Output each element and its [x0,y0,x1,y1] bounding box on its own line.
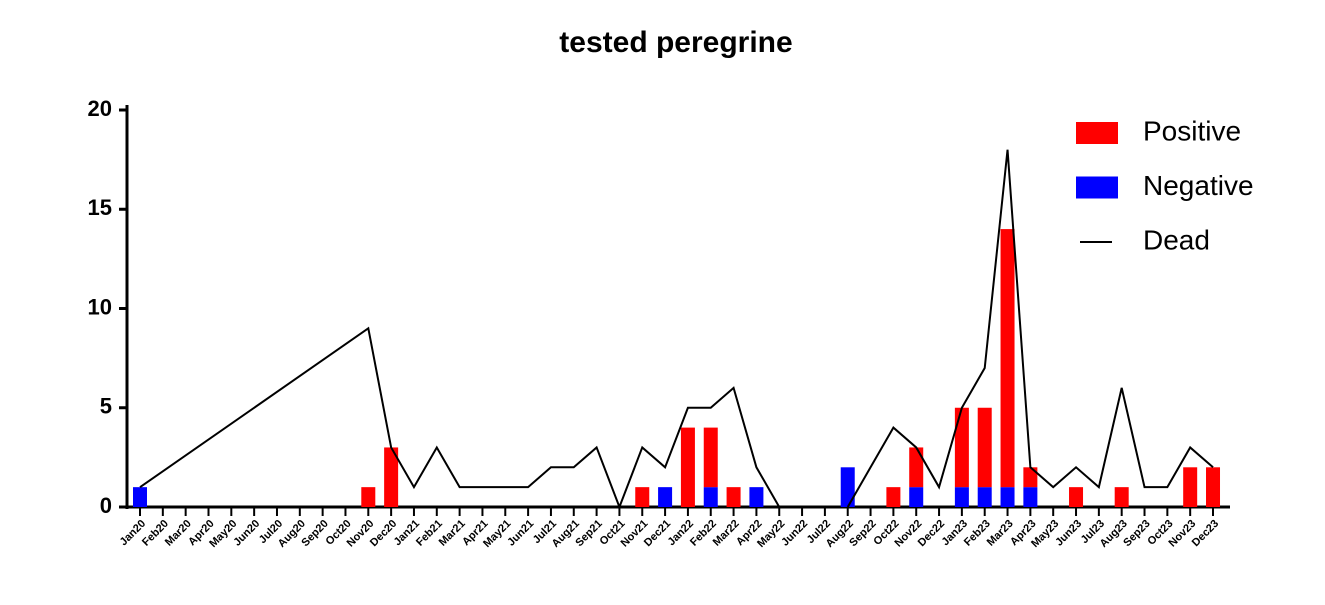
bar [954,487,969,507]
bar [1069,487,1084,507]
bar [1206,467,1221,507]
bar [1183,467,1198,507]
bar [703,427,718,488]
bar [749,487,764,507]
bar [361,487,376,507]
legend-label: Negative [1143,170,1254,201]
bar [726,487,741,507]
bar [1023,467,1038,488]
bar [703,487,718,507]
x-tick-label: Jun22 [779,518,810,549]
legend-swatch [1076,176,1118,199]
bar [635,487,650,507]
y-tick-label: 20 [88,96,112,121]
bar [909,447,924,488]
line [139,149,1214,510]
bar [680,427,695,507]
legend-swatch [1076,122,1118,144]
bar [886,487,901,507]
legend-label: Positive [1143,115,1241,146]
chart-title: tested peregrine [559,26,792,59]
bar [1000,487,1015,507]
y-tick-label: 0 [100,493,112,518]
x-tick-label: Jun21 [505,518,536,549]
bar [977,487,992,507]
bar [840,467,855,507]
bar [133,487,147,507]
bar [1000,229,1015,488]
legend-label: Dead [1143,224,1210,255]
y-tick-label: 15 [88,195,112,220]
bar [1114,487,1129,507]
bar [1023,487,1038,507]
bar [954,407,969,488]
x-tick-label: Jun23 [1053,518,1084,549]
bar [977,407,992,488]
y-tick-label: 5 [100,394,112,419]
x-tick-label: Jun20 [231,518,262,549]
y-tick-label: 10 [88,294,112,319]
bar [384,447,399,507]
bar [909,487,924,507]
bar [658,487,673,507]
